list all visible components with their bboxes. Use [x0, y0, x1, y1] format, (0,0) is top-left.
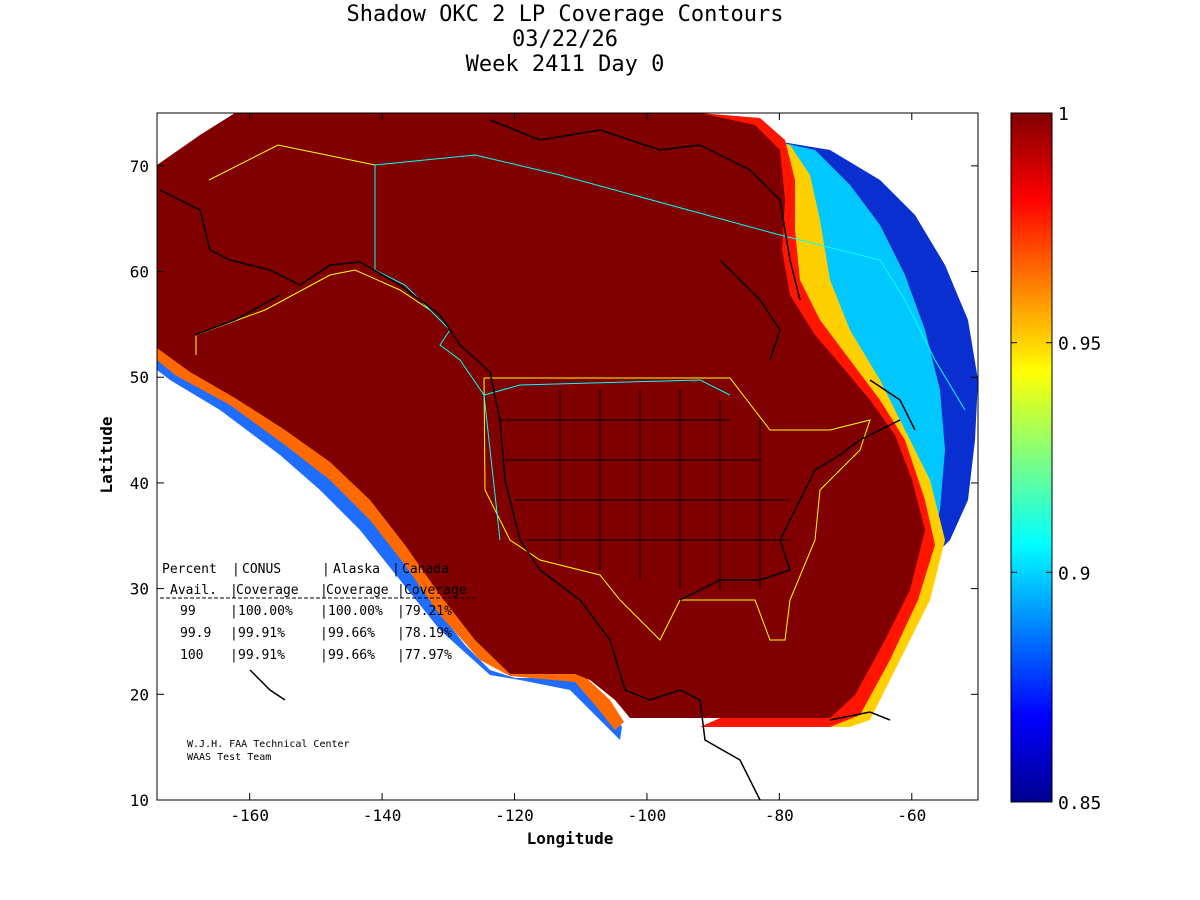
svg-text:|: | — [397, 648, 405, 663]
y-axis-label: Latitude — [97, 416, 116, 493]
colorbar-tick-label: 0.85 — [1058, 793, 1101, 814]
x-tick-label: -100 — [628, 806, 667, 825]
svg-text:|: | — [397, 583, 405, 598]
table-header-conus: CONUS — [242, 562, 281, 577]
table-cell: 99.91% — [238, 648, 285, 663]
coverage-table: Percent CONUS Alaska Canada | | | Avail.… — [160, 562, 478, 663]
y-tick-label: 30 — [130, 580, 149, 599]
table-cell: 99 — [180, 604, 196, 619]
colorbar-tick-label: 0.9 — [1058, 563, 1091, 584]
plot-week-day: Week 2411 Day 0 — [465, 52, 665, 77]
table-subheader-canada: Coverage — [404, 583, 467, 598]
table-cell: 99.91% — [238, 626, 285, 641]
map-area — [157, 113, 978, 800]
table-cell: 100 — [180, 648, 203, 663]
svg-text:|: | — [320, 604, 328, 619]
svg-text:|: | — [322, 562, 330, 577]
table-cell: 99.9 — [180, 626, 211, 641]
plot-title: Shadow OKC 2 LP Coverage Contours — [346, 2, 784, 27]
table-cell: 100.00% — [238, 604, 293, 619]
table-header-canada: Canada — [402, 562, 449, 577]
coverage-band-southwest-warm — [157, 325, 624, 730]
y-tick-label: 40 — [130, 474, 149, 493]
fir-boundary-cyan — [374, 154, 966, 541]
svg-text:|: | — [397, 604, 405, 619]
y-tick-label: 70 — [130, 157, 149, 176]
x-axis-label: Longitude — [527, 829, 614, 848]
x-tick-label: -60 — [897, 806, 926, 825]
svg-text:|: | — [392, 562, 400, 577]
full-coverage-region — [157, 113, 925, 718]
x-tick-label: -80 — [765, 806, 794, 825]
svg-text:|: | — [230, 626, 238, 641]
x-tick-label: -120 — [495, 806, 534, 825]
colorbar — [1010, 112, 1053, 803]
x-tick-label: -140 — [363, 806, 402, 825]
colorbar-tick-label: 0.95 — [1058, 334, 1101, 355]
svg-text:|: | — [230, 604, 238, 619]
table-header-alaska: Alaska — [333, 562, 380, 577]
table-subheader-alaska: Coverage — [326, 583, 389, 598]
table-cell: 100.00% — [328, 604, 383, 619]
colorbar-tick-label: 1 — [1058, 104, 1069, 125]
table-cell: 77.97% — [405, 648, 452, 663]
credit-line-2: WAAS Test Team — [187, 752, 271, 763]
credit-line-1: W.J.H. FAA Technical Center — [187, 739, 350, 750]
table-subheader-conus: Coverage — [236, 583, 299, 598]
plot-date: 03/22/26 — [512, 27, 618, 52]
table-cell: 99.66% — [328, 648, 375, 663]
y-tick-label: 60 — [130, 263, 149, 282]
table-header-percent: Percent — [162, 562, 217, 577]
x-axis-ticks: -160 -140 -120 -100 -80 -60 — [230, 113, 926, 825]
svg-text:|: | — [320, 626, 328, 641]
svg-text:|: | — [232, 562, 240, 577]
x-tick-label: -160 — [230, 806, 269, 825]
y-tick-label: 50 — [130, 368, 149, 387]
coastlines — [159, 119, 916, 800]
table-cell: 79.21% — [405, 604, 452, 619]
table-cell: 78.19% — [405, 626, 452, 641]
table-cell: 99.66% — [328, 626, 375, 641]
svg-text:|: | — [230, 648, 238, 663]
svg-text:|: | — [320, 648, 328, 663]
axes-frame — [156, 112, 979, 801]
svg-text:|: | — [397, 626, 405, 641]
y-axis-ticks: 10 20 30 40 50 60 70 — [130, 157, 978, 810]
colorbar-ticks: 1 0.95 0.9 0.85 — [1011, 104, 1101, 814]
table-subheader-avail: Avail. — [170, 583, 217, 598]
svg-text:|: | — [230, 583, 238, 598]
us-state-lines — [500, 390, 790, 590]
svg-text:|: | — [320, 583, 328, 598]
y-tick-label: 20 — [130, 685, 149, 704]
y-tick-label: 10 — [130, 791, 149, 810]
